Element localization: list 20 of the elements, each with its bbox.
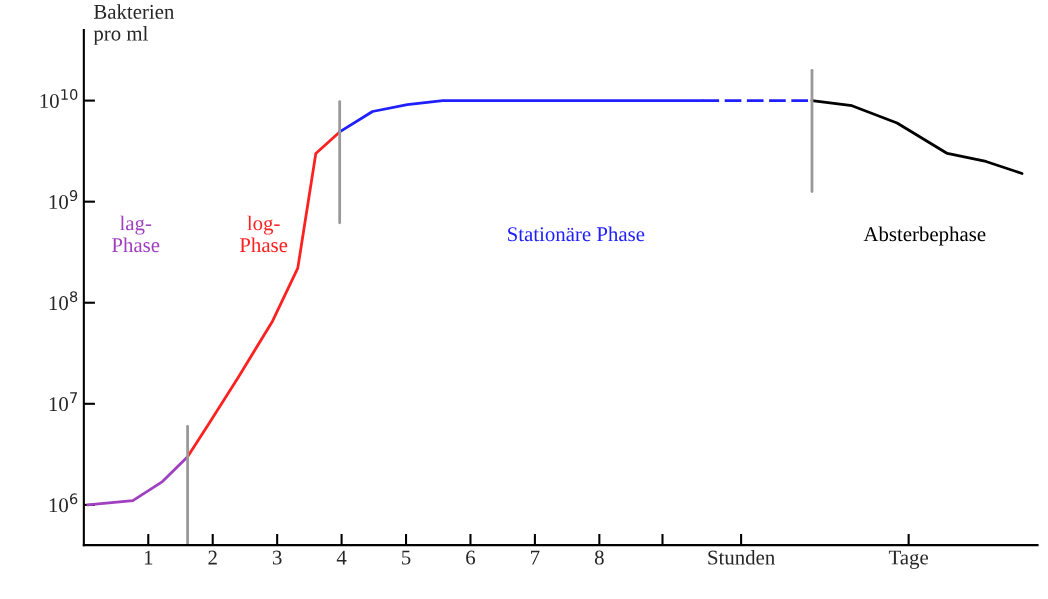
annotation: Stationäre Phase: [508, 226, 645, 242]
x-tick-label: 7: [531, 550, 540, 565]
y-axis-title: Bakterien pro ml: [93, 4, 175, 45]
x-tick-label: Tage: [888, 550, 929, 569]
y-tick-label: 10$^{8}$: [49, 291, 78, 311]
x-tick-label: 6: [466, 550, 476, 565]
x-tick-label: Stunden: [708, 549, 775, 565]
x-tick-label: 1: [144, 550, 153, 565]
x-tick-label: 5: [402, 550, 411, 565]
y-tick-label: 10$^{7}$: [49, 392, 77, 412]
x-tick-label: 4: [336, 550, 347, 565]
y-tick-label: 10$^{10}$: [40, 89, 78, 108]
annotation: lag- Phase: [112, 215, 160, 253]
y-tick-label: 10$^{6}$: [49, 493, 78, 513]
annotation: log- Phase: [239, 215, 288, 253]
x-tick-label: 8: [594, 550, 604, 565]
x-tick-label: 3: [272, 550, 282, 565]
annotation: Absterbephase: [863, 226, 986, 246]
y-tick-label: 10$^{9}$: [49, 190, 78, 210]
x-tick-label: 2: [208, 550, 217, 565]
